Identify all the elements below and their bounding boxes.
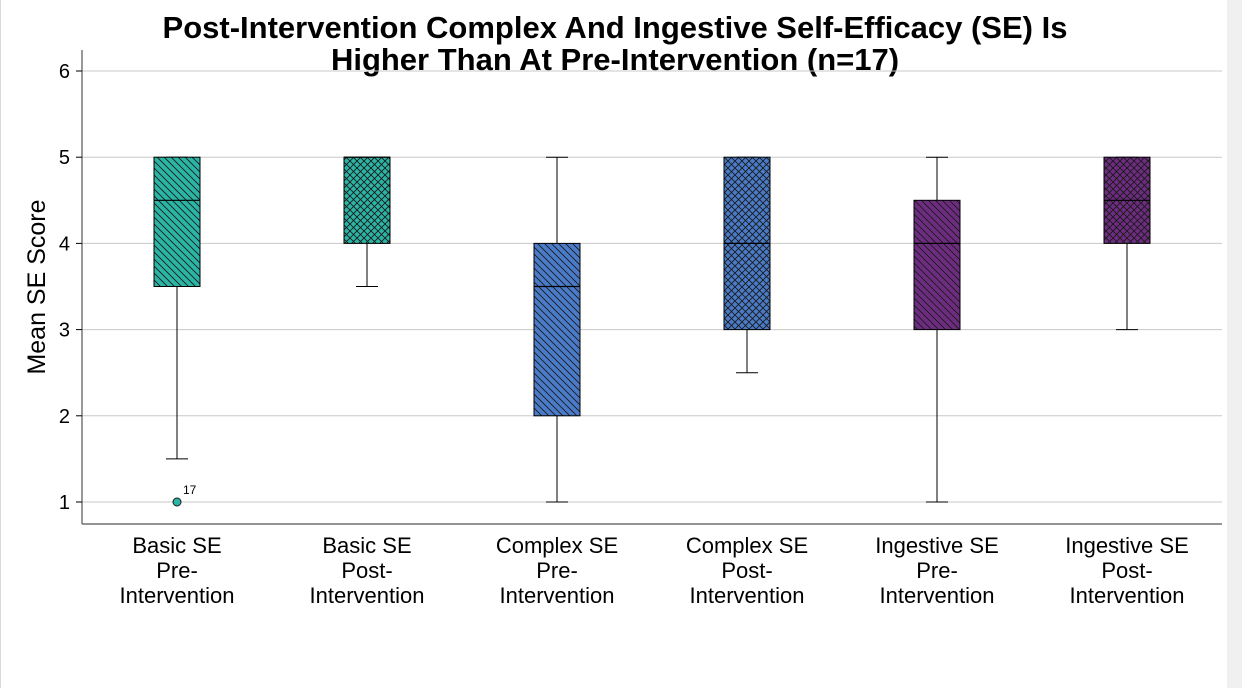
- x-category-label-line: Post-: [1101, 558, 1152, 583]
- box-series: 17: [153, 156, 1151, 507]
- y-tick-label: 4: [59, 233, 70, 255]
- box-iqr: [533, 242, 581, 417]
- y-tick-label: 1: [59, 492, 70, 514]
- chart-title-line-1: Post-Intervention Complex And Ingestive …: [163, 10, 1068, 45]
- x-category-label-line: Ingestive SE: [875, 533, 999, 558]
- box-iqr: [153, 156, 201, 287]
- outlier-point: [172, 497, 182, 507]
- x-category-label-line: Intervention: [690, 583, 805, 608]
- box-iqr: [343, 156, 391, 244]
- axes: [81, 50, 1222, 525]
- chart-title-line-2: Higher Than At Pre-Intervention (n=17): [331, 42, 899, 77]
- box-iqr: [913, 199, 961, 331]
- x-category-label-line: Intervention: [880, 583, 995, 608]
- y-tick-label: 6: [59, 61, 70, 83]
- x-category-label-line: Pre-: [536, 558, 578, 583]
- x-category-label-line: Ingestive SE: [1065, 533, 1189, 558]
- x-category-label-line: Basic SE: [132, 533, 221, 558]
- x-category-label-line: Pre-: [156, 558, 198, 583]
- x-category-label: Basic SE Post-Intervention: [310, 533, 425, 608]
- x-category-label-line: Post-: [721, 558, 772, 583]
- x-category-label-line: Complex SE: [686, 533, 808, 558]
- y-tick-labels: 1 2 3 4 5 6: [59, 61, 82, 514]
- x-category-label: Ingestive SE Post-Intervention: [1065, 533, 1189, 608]
- x-category-label: Complex SE Pre-Intervention: [496, 533, 618, 608]
- x-category-label-line: Intervention: [120, 583, 235, 608]
- box-6: [1103, 156, 1151, 331]
- box-5: [913, 156, 961, 503]
- x-category-label: Ingestive SE Pre-Intervention: [875, 533, 999, 608]
- box-4: [723, 156, 771, 374]
- y-tick-label: 3: [59, 320, 70, 342]
- x-category-label-line: Complex SE: [496, 533, 618, 558]
- x-category-label-line: Post-: [341, 558, 392, 583]
- gridlines: [82, 70, 1222, 503]
- x-category-label-line: Intervention: [310, 583, 425, 608]
- box-3: [533, 156, 581, 503]
- chart-title: Post-Intervention Complex And Ingestive …: [163, 10, 1068, 77]
- x-category-label: Basic SE Pre-Intervention: [120, 533, 235, 608]
- x-category-label-line: Pre-: [916, 558, 958, 583]
- y-tick-label: 5: [59, 147, 70, 169]
- x-category-label: Complex SE Post-Intervention: [686, 533, 808, 608]
- outlier-label: 17: [183, 483, 197, 497]
- y-axis-label: Mean SE Score: [23, 199, 51, 374]
- y-tick-label: 2: [59, 406, 70, 428]
- x-category-label-line: Intervention: [1070, 583, 1185, 608]
- x-category-label-line: Basic SE: [322, 533, 411, 558]
- vertical-scrollbar[interactable]: [1227, 0, 1242, 688]
- box-2: [343, 156, 391, 287]
- box-1: 17: [153, 156, 201, 507]
- x-category-label-line: Intervention: [500, 583, 615, 608]
